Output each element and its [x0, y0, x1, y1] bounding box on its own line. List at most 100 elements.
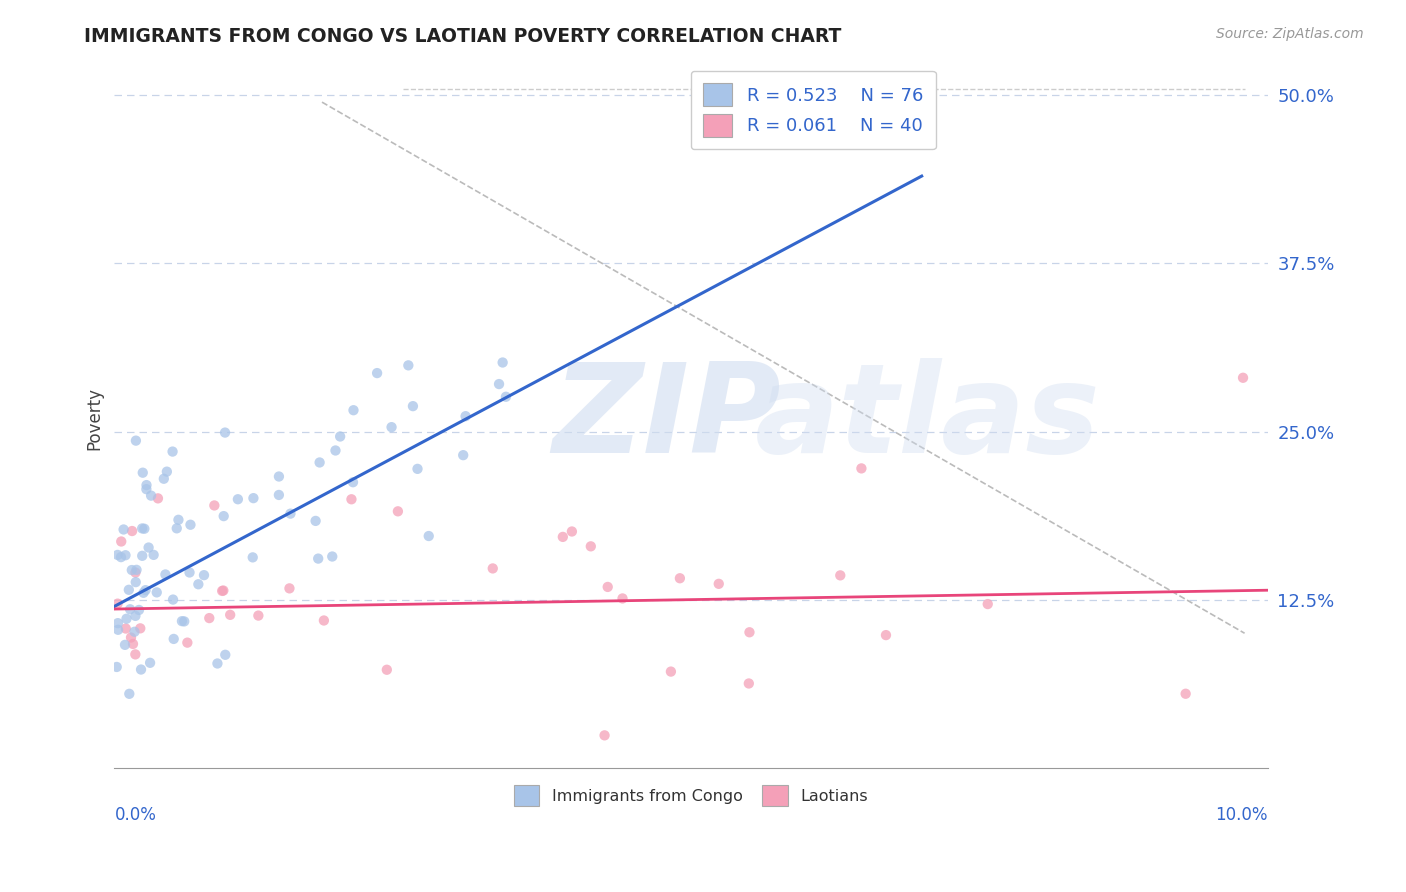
Point	[387, 504, 409, 518]
Point	[125, 575, 148, 590]
Point	[176, 635, 198, 649]
Point	[118, 582, 141, 597]
Point	[105, 660, 128, 674]
Point	[132, 466, 155, 480]
Point	[135, 482, 157, 496]
Point	[124, 624, 146, 639]
Point	[738, 676, 761, 690]
Point	[179, 566, 201, 580]
Point	[118, 687, 141, 701]
Point	[329, 429, 352, 443]
Point	[120, 631, 142, 645]
Point	[612, 591, 634, 606]
Point	[212, 583, 235, 598]
Point	[830, 568, 852, 582]
Text: IMMIGRANTS FROM CONGO VS LAOTIAN POVERTY CORRELATION CHART: IMMIGRANTS FROM CONGO VS LAOTIAN POVERTY…	[84, 27, 842, 45]
Point	[312, 614, 335, 628]
Point	[110, 534, 132, 549]
Point	[124, 608, 146, 623]
Point	[561, 524, 583, 539]
Point	[115, 612, 138, 626]
Point	[280, 507, 302, 521]
Point	[406, 462, 429, 476]
Point	[121, 563, 143, 577]
Point	[669, 571, 692, 585]
Point	[396, 359, 419, 373]
Point	[307, 551, 329, 566]
Point	[247, 608, 270, 623]
Point	[135, 583, 157, 598]
Point	[170, 614, 193, 628]
Point	[179, 517, 201, 532]
Point	[451, 448, 474, 462]
Point	[173, 615, 195, 629]
Point	[145, 585, 167, 599]
Point	[325, 443, 347, 458]
Point	[242, 491, 264, 505]
Point	[107, 548, 129, 562]
Point	[402, 399, 425, 413]
Point	[977, 597, 1000, 611]
Point	[122, 637, 145, 651]
Point	[114, 622, 136, 636]
Point	[131, 549, 153, 563]
Text: Source: ZipAtlas.com: Source: ZipAtlas.com	[1216, 27, 1364, 41]
Text: atlas: atlas	[755, 358, 1101, 479]
Point	[551, 530, 574, 544]
Point	[366, 366, 388, 380]
Point	[380, 420, 402, 434]
Point	[593, 728, 616, 742]
Point	[114, 638, 136, 652]
Point	[226, 492, 249, 507]
Point	[125, 563, 148, 577]
Point	[214, 425, 236, 440]
Text: 10.0%: 10.0%	[1215, 806, 1268, 824]
Point	[212, 509, 235, 524]
Point	[707, 577, 730, 591]
Point	[596, 580, 619, 594]
Point	[491, 355, 513, 369]
Point	[242, 550, 264, 565]
Legend: Immigrants from Congo, Laotians: Immigrants from Congo, Laotians	[508, 779, 875, 812]
Point	[278, 582, 301, 596]
Point	[211, 583, 233, 598]
Point	[132, 586, 155, 600]
Point	[304, 514, 326, 528]
Point	[156, 465, 179, 479]
Point	[321, 549, 343, 564]
Point	[129, 621, 152, 635]
Point	[1174, 687, 1197, 701]
Point	[134, 522, 156, 536]
Point	[129, 663, 152, 677]
Point	[495, 390, 517, 404]
Point	[481, 561, 503, 575]
Point	[163, 632, 186, 646]
Point	[875, 628, 897, 642]
Point	[851, 461, 873, 475]
Point	[308, 455, 330, 469]
Point	[579, 539, 602, 553]
Point	[166, 521, 188, 535]
Point	[107, 616, 129, 631]
Point	[131, 521, 153, 535]
Point	[121, 524, 143, 538]
Point	[267, 469, 290, 483]
Text: 0.0%: 0.0%	[114, 806, 156, 824]
Point	[198, 611, 221, 625]
Point	[138, 541, 160, 555]
Point	[342, 475, 364, 490]
Point	[187, 577, 209, 591]
Point	[267, 488, 290, 502]
Point	[193, 568, 215, 582]
Point	[146, 491, 169, 506]
Point	[124, 566, 146, 580]
Point	[219, 607, 242, 622]
Text: ZIP: ZIP	[553, 358, 782, 479]
Point	[110, 550, 132, 565]
Point	[342, 403, 364, 417]
Point	[125, 434, 148, 448]
Point	[418, 529, 440, 543]
Point	[659, 665, 682, 679]
Point	[128, 603, 150, 617]
Point	[139, 656, 162, 670]
